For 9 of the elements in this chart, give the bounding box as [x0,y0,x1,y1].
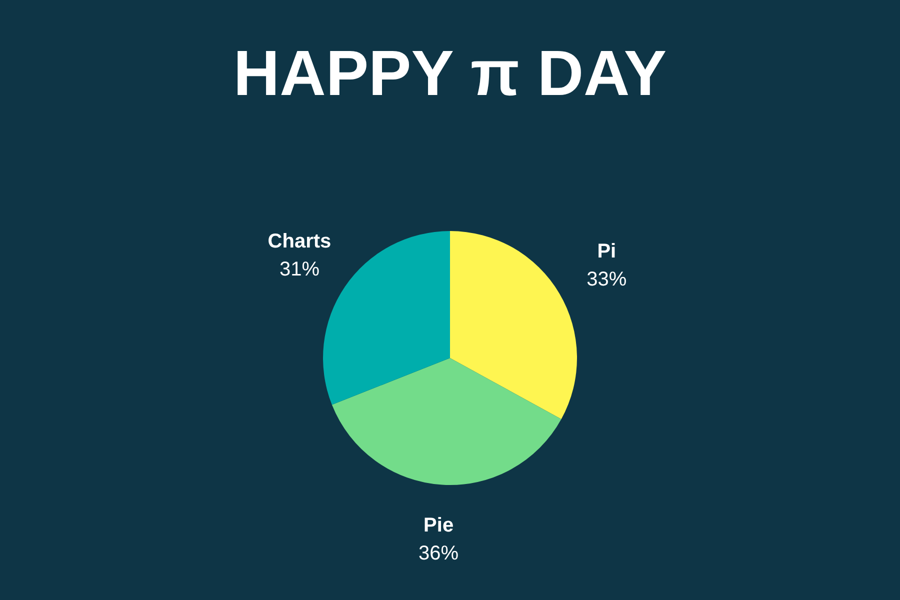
chart-title: HAPPY π DAY [233,37,667,109]
data-label: 31% [279,258,320,281]
slice-label: Pi [597,240,616,262]
slice-label: Charts [268,230,332,253]
slice-label: Pie [424,514,454,537]
data-label: 33% [586,268,627,290]
pie-slice [332,358,562,485]
pie-slice [450,231,577,420]
data-label: 36% [418,542,459,565]
